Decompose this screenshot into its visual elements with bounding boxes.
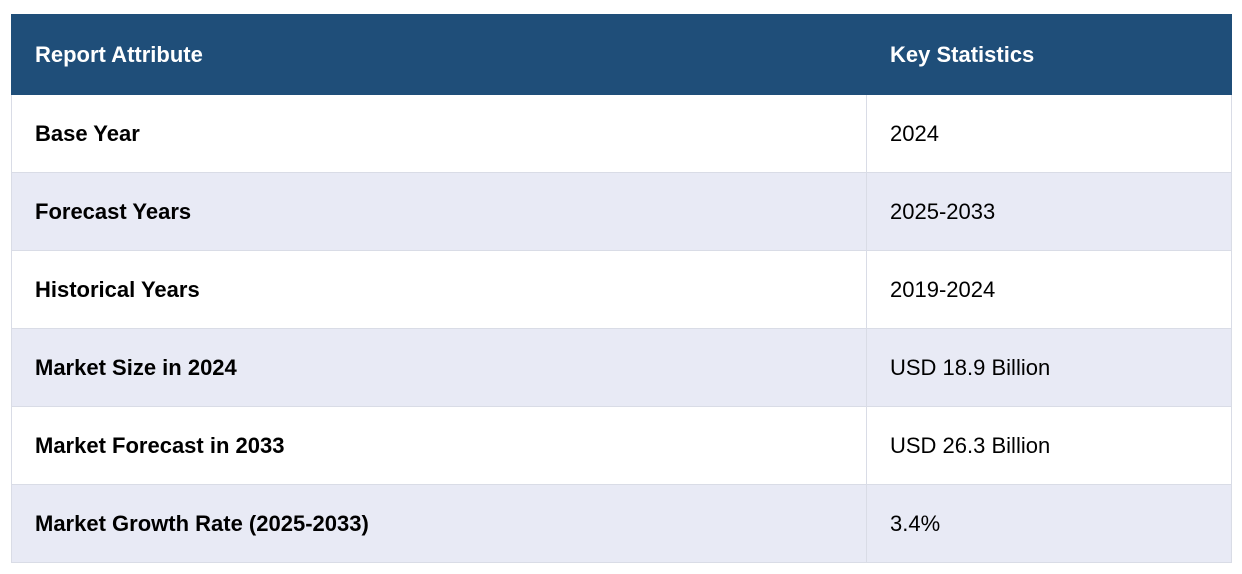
attribute-cell: Base Year — [11, 94, 867, 173]
table-body: Base Year 2024 Forecast Years 2025-2033 … — [11, 94, 1232, 563]
value-cell: USD 18.9 Billion — [866, 328, 1232, 407]
table-row: Historical Years 2019-2024 — [11, 250, 1232, 329]
report-stats-table: Report Attribute Key Statistics Base Yea… — [11, 14, 1232, 563]
table-row: Forecast Years 2025-2033 — [11, 172, 1232, 251]
value-cell: 2019-2024 — [866, 250, 1232, 329]
table-row: Market Growth Rate (2025-2033) 3.4% — [11, 484, 1232, 563]
attribute-cell: Market Forecast in 2033 — [11, 406, 867, 485]
table-header: Report Attribute Key Statistics — [11, 14, 1232, 95]
header-key-statistics: Key Statistics — [866, 14, 1232, 95]
value-cell: 3.4% — [866, 484, 1232, 563]
value-cell: USD 26.3 Billion — [866, 406, 1232, 485]
header-row: Report Attribute Key Statistics — [11, 14, 1232, 95]
value-cell: 2024 — [866, 94, 1232, 173]
value-cell: 2025-2033 — [866, 172, 1232, 251]
table-row: Base Year 2024 — [11, 94, 1232, 173]
table-row: Market Forecast in 2033 USD 26.3 Billion — [11, 406, 1232, 485]
attribute-cell: Historical Years — [11, 250, 867, 329]
header-report-attribute: Report Attribute — [11, 14, 867, 95]
attribute-cell: Market Size in 2024 — [11, 328, 867, 407]
attribute-cell: Market Growth Rate (2025-2033) — [11, 484, 867, 563]
attribute-cell: Forecast Years — [11, 172, 867, 251]
table-row: Market Size in 2024 USD 18.9 Billion — [11, 328, 1232, 407]
report-stats-table-container: Report Attribute Key Statistics Base Yea… — [11, 14, 1232, 563]
